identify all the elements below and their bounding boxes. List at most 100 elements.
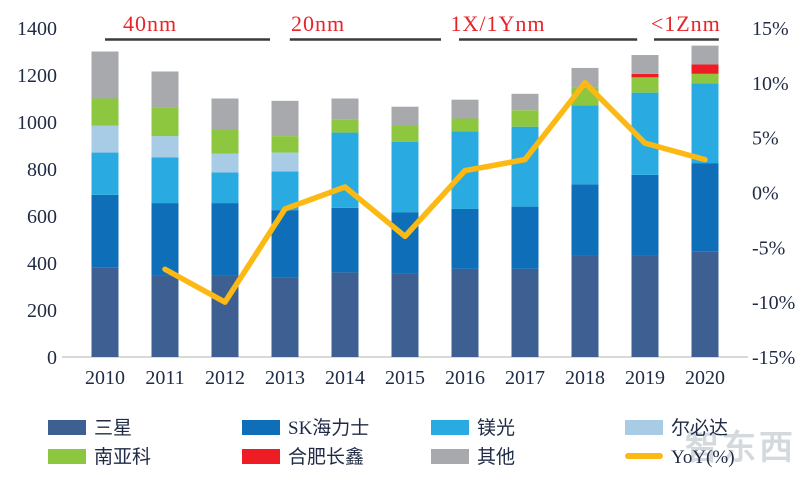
legend-swatch-elpida <box>625 420 663 435</box>
bar-segment <box>211 203 239 276</box>
legend-item-yoy: YoY(%) <box>625 447 735 469</box>
svg-text:-15%: -15% <box>752 347 795 369</box>
bar-segment <box>571 67 599 88</box>
svg-text:800: 800 <box>27 159 57 181</box>
svg-text:2012: 2012 <box>205 367 245 389</box>
yoy-line <box>162 80 708 305</box>
bar-segment <box>631 77 659 93</box>
bar-segment <box>511 268 539 357</box>
bar-segment <box>151 275 179 357</box>
bar-segment <box>511 206 539 269</box>
svg-text:2013: 2013 <box>265 367 305 389</box>
legend-label-samsung: 三星 <box>94 418 133 439</box>
legend-swatch-sk-hynix <box>242 420 280 435</box>
legend-swatch-samsung <box>48 420 86 435</box>
svg-text:10%: 10% <box>752 73 789 95</box>
bar-segment <box>151 203 179 276</box>
bar-segment <box>331 207 359 273</box>
bar-segment <box>211 129 239 154</box>
legend-swatch-micron <box>431 420 469 435</box>
legend-item-nanya: 南亚科 <box>48 447 151 469</box>
svg-text:2015: 2015 <box>385 367 425 389</box>
bar-segment <box>511 126 539 207</box>
bar-segment <box>691 73 719 84</box>
bar-segment <box>691 251 719 357</box>
bars-layer: 2010 2011 2012 2013 2014 2015 2016 2017 2018 2019… <box>85 45 725 389</box>
bar-segment <box>211 153 239 173</box>
legend-item-micron: 镁光 <box>431 418 515 440</box>
svg-text:-10%: -10% <box>752 292 795 314</box>
bar-segment <box>271 100 299 137</box>
bar-segment <box>631 174 659 256</box>
legend-label-nanya: 南亚科 <box>94 447 152 468</box>
legend-item-others: 其他 <box>431 447 515 469</box>
legend-swatch-nanya <box>48 449 86 464</box>
svg-text:1000: 1000 <box>17 112 57 134</box>
legend-label-cxmt: 合肥长鑫 <box>288 447 365 468</box>
legend-item-elpida: 尔必达 <box>625 418 728 440</box>
svg-text:600: 600 <box>27 206 57 228</box>
bar-segment <box>451 268 479 357</box>
legend-item-cxmt: 合肥长鑫 <box>242 447 364 469</box>
bar-segment <box>631 73 659 78</box>
legend-swatch-yoy-line <box>625 453 663 459</box>
bar-segment <box>391 125 419 142</box>
bar-segment <box>91 98 119 126</box>
bar-segment <box>571 105 599 185</box>
svg-text:2017: 2017 <box>505 367 545 389</box>
svg-text:2020: 2020 <box>685 367 725 389</box>
bar-segment <box>91 267 119 357</box>
bar-segment <box>151 107 179 137</box>
annotation-label: 40nm <box>123 11 177 36</box>
svg-text:2018: 2018 <box>565 367 605 389</box>
bar-segment <box>571 255 599 357</box>
watermark: 智东西 <box>685 428 796 468</box>
bar-segment <box>271 136 299 153</box>
legend-swatch-others <box>431 449 469 464</box>
bar-segment <box>691 45 719 65</box>
bar-segment <box>331 272 359 357</box>
bar-segment <box>271 152 299 172</box>
svg-text:15%: 15% <box>752 18 789 40</box>
annotation-label: 1X/1Ynm <box>451 11 546 36</box>
svg-text:2011: 2011 <box>145 367 184 389</box>
legend-swatch-cxmt <box>242 449 280 464</box>
bar-segment <box>631 255 659 357</box>
bar-segment <box>331 119 359 133</box>
process-node-annotations: 40nm 20nm 1X/1Ynm <1Znm <box>105 11 721 41</box>
svg-text:1400: 1400 <box>17 18 57 40</box>
annotation-label: <1Znm <box>651 11 721 36</box>
legend-label-others: 其他 <box>477 447 516 468</box>
legend-label-micron: 镁光 <box>477 418 516 439</box>
bar-segment <box>331 98 359 120</box>
legend-label-sk-hynix: SK海力士 <box>288 418 370 439</box>
bar-segment <box>151 157 179 204</box>
svg-text:200: 200 <box>27 300 57 322</box>
bar-segment <box>151 136 179 158</box>
legend-label-yoy: YoY(%) <box>671 447 735 468</box>
bar-segment <box>91 194 119 268</box>
dram-capacity-stacked-bar-chart: 1400 1200 1000 800 600 400 200 0 15% 10% 5% 0% -5% -1… <box>17 11 795 389</box>
right-axis-ticks: 15% 10% 5% 0% -5% -10% -15% <box>752 18 795 369</box>
bar-segment <box>151 71 179 108</box>
bar-segment <box>511 110 539 127</box>
svg-text:2019: 2019 <box>625 367 665 389</box>
svg-text:2016: 2016 <box>445 367 485 389</box>
left-axis-ticks: 1400 1200 1000 800 600 400 200 0 <box>17 18 57 369</box>
bar-segment <box>691 83 719 164</box>
svg-text:0%: 0% <box>752 183 779 205</box>
svg-text:400: 400 <box>27 253 57 275</box>
bar-segment <box>451 118 479 132</box>
legend-item-samsung: 三星 <box>48 418 132 440</box>
bar-segment <box>391 141 419 213</box>
bar-segment <box>691 64 719 74</box>
bar-segment <box>211 98 239 130</box>
legend-label-elpida: 尔必达 <box>671 418 729 439</box>
svg-text:-5%: -5% <box>752 237 785 259</box>
bar-segment <box>511 93 539 111</box>
legend-item-sk-hynix: SK海力士 <box>242 418 369 440</box>
bar-segment <box>391 273 419 357</box>
bar-segment <box>571 184 599 256</box>
svg-text:0: 0 <box>47 347 57 369</box>
bar-segment <box>631 55 659 74</box>
